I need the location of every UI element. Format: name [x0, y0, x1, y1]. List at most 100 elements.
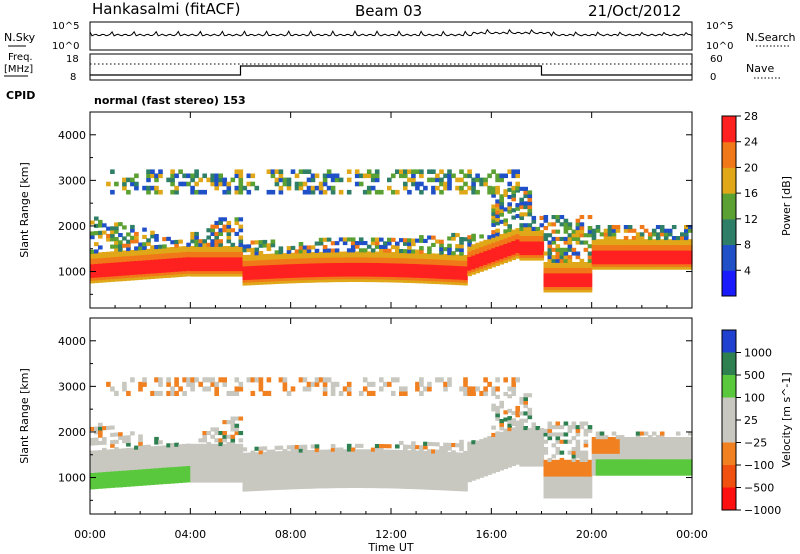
velocity-cell [102, 479, 107, 484]
power-cell [270, 275, 276, 279]
velocity-cell [543, 465, 549, 469]
velocity-cell [222, 446, 227, 450]
power-cell [226, 231, 232, 236]
velocity-cell [419, 448, 424, 453]
velocity-cell [114, 484, 119, 488]
power-cell [338, 262, 344, 266]
velocity-cell [475, 465, 480, 469]
velocity-cell [110, 432, 115, 437]
velocity-cell [222, 454, 227, 458]
power-cell [531, 257, 537, 261]
velocity-cell [182, 446, 187, 450]
velocity-cell [326, 476, 332, 481]
velocity-cell [443, 465, 448, 469]
power-cell [447, 236, 452, 241]
velocity-cell [242, 458, 248, 462]
velocity-cell [675, 469, 681, 473]
velocity-cell [294, 486, 300, 490]
power-cell [495, 235, 500, 239]
power-cell [370, 262, 376, 266]
power-cell [684, 266, 689, 270]
velocity-cell [515, 445, 520, 449]
velocity-cell [531, 433, 537, 437]
velocity-cell [290, 458, 296, 462]
power-cell [246, 254, 252, 258]
power-cell [555, 258, 561, 263]
velocity-cell [190, 386, 195, 392]
velocity-cell [443, 481, 448, 486]
velocity-cell [302, 466, 308, 470]
power-cell [587, 289, 593, 293]
power-cell [451, 236, 456, 241]
velocity-cell [455, 460, 460, 464]
velocity-cell [599, 435, 605, 440]
velocity-cell [463, 377, 468, 383]
power-cell [575, 270, 581, 274]
power-cell [615, 250, 621, 254]
power-cell [491, 211, 496, 216]
power-cell [471, 255, 476, 259]
velocity-cell [322, 463, 328, 467]
power-cell [627, 266, 633, 270]
velocity-cell [583, 489, 589, 493]
velocity-cell [395, 458, 400, 462]
power-cell [354, 244, 360, 249]
velocity-cell [234, 473, 240, 478]
power-cell [399, 173, 404, 179]
velocity-cell [499, 440, 504, 444]
power-cell [571, 272, 577, 277]
velocity-cell [651, 439, 657, 443]
velocity-cell [443, 446, 448, 451]
velocity-cell [411, 441, 416, 446]
velocity-cell [655, 450, 661, 454]
power-cell [158, 267, 163, 271]
power-cell [611, 228, 617, 233]
power-cell [483, 250, 488, 254]
velocity-cell [455, 482, 460, 486]
velocity-cell [539, 436, 545, 440]
power-cell [439, 259, 444, 263]
power-cell [403, 255, 408, 259]
velocity-cell [122, 456, 127, 460]
velocity-cell [443, 381, 448, 387]
colorbar-swatch [722, 193, 736, 220]
power-cell [270, 272, 276, 276]
power-cell [439, 177, 444, 183]
power-cell [587, 275, 593, 279]
velocity-cell [451, 465, 456, 469]
velocity-cell [459, 447, 464, 452]
power-cell [314, 268, 320, 272]
velocity-cell [138, 441, 143, 446]
velocity-cell [611, 464, 617, 468]
velocity-cell [611, 431, 617, 436]
power-cell [543, 286, 549, 290]
power-cell [258, 257, 264, 261]
velocity-cell [547, 428, 553, 433]
power-cell [210, 231, 215, 236]
power-cell [483, 242, 488, 246]
power-cell [491, 261, 496, 265]
power-cell [435, 261, 440, 265]
power-cell [306, 177, 312, 183]
power-cell [94, 216, 99, 221]
power-cell [579, 215, 585, 220]
power-cell [166, 177, 171, 183]
power-cell [519, 226, 524, 231]
power-cell [483, 267, 488, 271]
power-cell [234, 169, 240, 174]
power-cell [688, 225, 693, 230]
power-cell [599, 252, 605, 256]
velocity-cell [130, 453, 135, 457]
velocity-cell [515, 424, 520, 429]
power-cell [503, 238, 508, 242]
power-cell [318, 254, 324, 258]
velocity-cell [366, 465, 372, 469]
power-cell [387, 262, 392, 266]
velocity-cell [599, 464, 605, 468]
velocity-cell [314, 377, 320, 383]
velocity-cell [547, 492, 553, 496]
power-cell [226, 224, 232, 229]
velocity-cell [202, 479, 207, 483]
power-cell [639, 261, 645, 265]
velocity-cell [330, 460, 336, 464]
